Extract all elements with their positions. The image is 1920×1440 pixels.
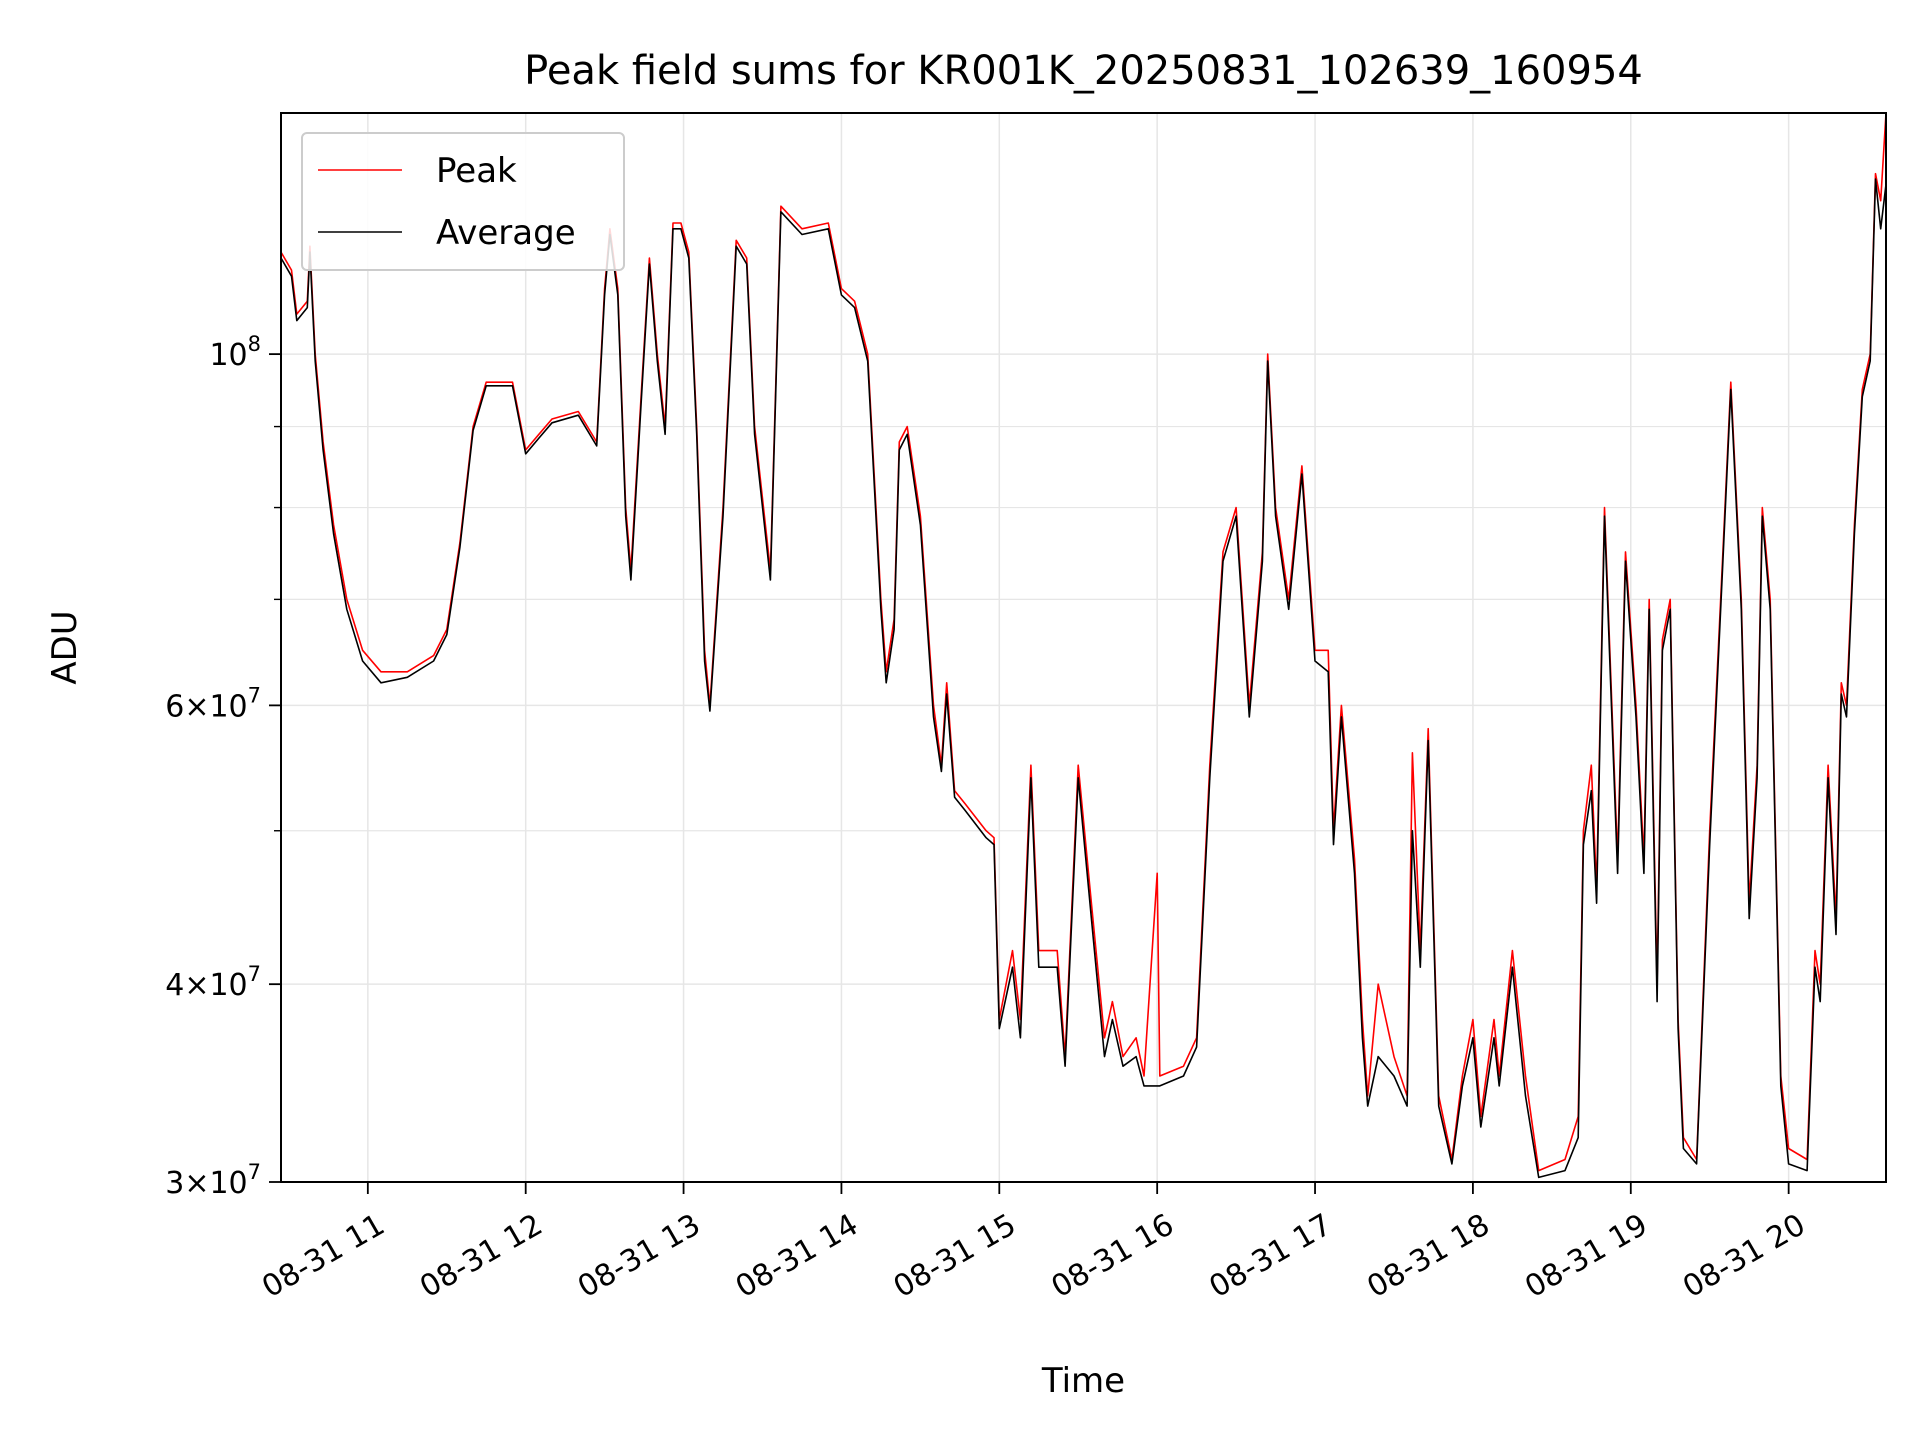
y-tick-exponent: 7 [248,1160,261,1184]
series-line-average [280,178,1887,1179]
series-layer [280,112,1887,1179]
y-tick-exponent: 7 [248,962,261,986]
x-axis-label: Time [1041,1361,1125,1401]
legend-box [301,132,625,271]
legend-label-peak: Peak [436,151,517,191]
y-tick-label: 3×107 [165,1160,261,1201]
legend: Peak Average [301,132,625,271]
y-tick-base: 10 [209,338,247,373]
y-tick-label: 108 [209,332,261,373]
y-tick-mantissa: 3 [165,1166,184,1201]
y-tick-times: ×10 [184,968,247,1003]
y-tick-exponent: 8 [248,332,261,356]
y-tick-mantissa: 4 [165,968,184,1003]
chart-title: Peak field sums for KR001K_20250831_1026… [524,48,1643,94]
y-tick-times: ×10 [184,1166,247,1201]
legend-label-average: Average [436,213,576,253]
y-tick-label: 6×107 [165,683,261,724]
y-tick-times: ×10 [184,689,247,724]
y-tick-label: 4×107 [165,962,261,1003]
y-tick-mantissa: 6 [165,689,184,724]
plot-frame [280,112,1887,1183]
y-axis-label: ADU [45,610,85,684]
y-tick-exponent: 7 [248,683,261,707]
